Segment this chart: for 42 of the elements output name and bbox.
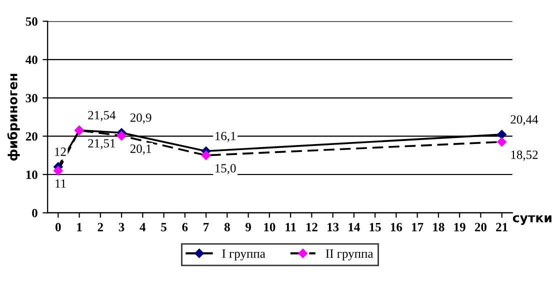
y-tick-label: 40 — [26, 56, 38, 64]
data-label: 20,1 — [130, 144, 152, 155]
data-label: 18,52 — [511, 150, 538, 161]
x-tick-label: 11 — [286, 222, 296, 232]
x-tick-label: 21 — [496, 222, 508, 232]
x-tick-label: 14 — [348, 222, 360, 232]
x-tick-label: 1 — [77, 222, 82, 232]
data-label: 21,54 — [88, 111, 116, 122]
y-axis-title: фибриноген — [7, 74, 20, 161]
y-tick-label: 20 — [26, 132, 38, 141]
x-tick-label: 16 — [390, 222, 402, 232]
y-tick-label: 10 — [26, 170, 38, 179]
data-label: 21,51 — [88, 139, 115, 150]
legend-label: I группа — [222, 250, 266, 260]
x-tick-label: 18 — [433, 222, 444, 232]
data-label: 11 — [56, 179, 66, 188]
x-tick-label: 9 — [246, 222, 251, 232]
x-tick-label: 8 — [224, 222, 230, 232]
x-tick-label: 15 — [370, 222, 381, 232]
legend-label: II группа — [326, 250, 374, 260]
data-label: 12 — [55, 148, 66, 156]
x-tick-label: 20 — [474, 222, 486, 232]
x-tick-label: 17 — [412, 222, 424, 232]
x-tick-label: 10 — [264, 222, 276, 232]
data-label: 20,44 — [510, 115, 538, 126]
x-axis-title: сутки — [512, 215, 552, 225]
x-tick-label: 13 — [328, 222, 339, 232]
y-tick-label: 50 — [26, 17, 38, 26]
x-tick-label: 3 — [118, 222, 124, 232]
data-label: 20,9 — [130, 113, 152, 124]
x-tick-label: 7 — [204, 223, 209, 232]
data-label: 15,0 — [215, 164, 236, 174]
x-tick-label: 6 — [182, 222, 188, 232]
x-tick-label: 0 — [56, 222, 61, 232]
x-tick-label: 4 — [140, 222, 146, 232]
x-tick-label: 5 — [161, 223, 166, 232]
x-tick-label: 19 — [454, 222, 466, 232]
y-tick-label: 30 — [26, 94, 38, 102]
x-tick-label: 2 — [98, 222, 104, 232]
x-tick-label: 12 — [306, 222, 318, 232]
y-tick-label: 0 — [32, 208, 38, 218]
data-label: 16,1 — [215, 132, 236, 142]
